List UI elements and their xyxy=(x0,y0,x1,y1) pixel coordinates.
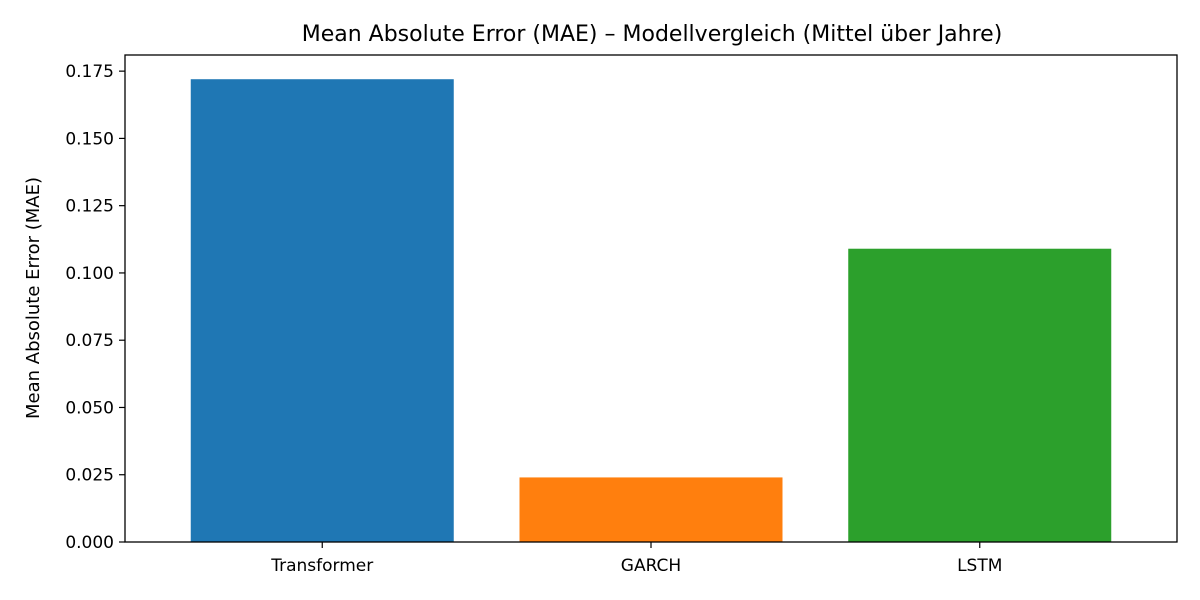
y-tick-label: 0.075 xyxy=(65,331,114,351)
y-tick-label: 0.025 xyxy=(65,466,114,486)
y-axis-label: Mean Absolute Error (MAE) xyxy=(23,177,44,419)
y-tick-label: 0.175 xyxy=(65,62,114,82)
x-tick-label: LSTM xyxy=(957,556,1002,576)
y-tick-label: 0.125 xyxy=(65,197,114,217)
y-tick-label: 0.000 xyxy=(65,533,114,553)
bar-lstm xyxy=(848,248,1112,542)
bar-garch xyxy=(519,477,783,542)
y-axis-ticks: 0.000 0.025 0.050 0.075 0.100 0.125 0.150 0.175 xyxy=(65,62,125,553)
y-tick-label: 0.150 xyxy=(65,129,114,149)
chart-title: Mean Absolute Error (MAE) – Modellvergle… xyxy=(302,22,1003,47)
bars-group xyxy=(190,79,1112,543)
bar-transformer xyxy=(190,79,454,543)
y-tick-label: 0.050 xyxy=(65,398,114,418)
x-tick-label: Transformer xyxy=(270,556,373,576)
x-tick-label: GARCH xyxy=(621,556,681,576)
y-tick-label: 0.100 xyxy=(65,264,114,284)
plot-area-frame xyxy=(124,54,1178,543)
x-axis-ticks: Transformer GARCH LSTM xyxy=(270,542,1002,576)
